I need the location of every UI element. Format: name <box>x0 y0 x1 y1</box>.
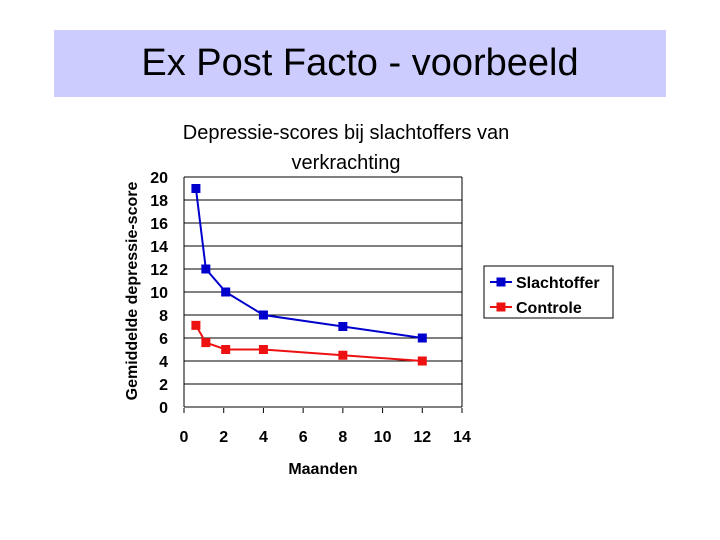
x-tick-label-5: 10 <box>374 429 392 446</box>
y-axis-label: Gemiddelde depressie-score <box>124 182 141 401</box>
y-tick-label-8: 16 <box>150 216 168 233</box>
data-point-controle-1 <box>201 338 211 348</box>
legend-label-slachtoffer: Slachtoffer <box>516 275 600 292</box>
x-tick-label-6: 12 <box>413 429 431 446</box>
data-point-controle-2 <box>221 345 231 354</box>
legend-marker-slachtoffer <box>496 277 506 287</box>
title-band: Ex Post Facto - voorbeeld <box>54 30 666 97</box>
y-tick-label-0: 0 <box>159 400 168 417</box>
chart-title-line-2: verkrachting <box>292 152 401 174</box>
plot-frame <box>183 177 463 408</box>
y-tick-label-2: 4 <box>159 354 168 371</box>
x-tick-label-0: 0 <box>180 429 189 446</box>
data-point-slachtoffer-3 <box>258 310 268 320</box>
x-tick-label-1: 2 <box>219 429 228 446</box>
y-tick-label-7: 14 <box>150 239 168 256</box>
chart-title-line-1: Depressie-scores bij slachtoffers van <box>183 122 509 144</box>
data-point-controle-5 <box>417 356 427 366</box>
grid-lines <box>184 176 462 385</box>
series-line-slachtoffer <box>194 188 423 339</box>
slide-title: Ex Post Facto - voorbeeld <box>141 42 579 84</box>
y-tick-label-3: 6 <box>159 331 168 348</box>
series-line-controle <box>195 324 423 362</box>
data-point-slachtoffer-1 <box>201 264 211 274</box>
data-point-slachtoffer-0 <box>191 184 201 193</box>
x-ticks: 0 2 4 6 8 10 12 14 <box>180 408 471 446</box>
y-tick-label-10: 20 <box>150 170 168 187</box>
x-tick-label-7: 14 <box>453 429 471 446</box>
y-tick-label-5: 10 <box>150 285 168 302</box>
series-layer <box>191 184 427 366</box>
data-point-controle-0 <box>191 320 201 330</box>
legend-marker-controle <box>496 302 506 312</box>
y-ticks: 0 2 4 6 8 10 12 14 16 18 20 <box>150 170 168 417</box>
x-tick-label-3: 6 <box>299 429 308 446</box>
x-tick-label-2: 4 <box>259 429 268 446</box>
data-point-slachtoffer-2 <box>221 287 231 297</box>
data-point-slachtoffer-5 <box>417 333 427 343</box>
y-tick-label-9: 18 <box>150 193 168 210</box>
data-point-slachtoffer-4 <box>338 322 348 331</box>
y-tick-label-4: 8 <box>159 308 168 325</box>
legend-label-controle: Controle <box>516 300 582 317</box>
x-axis-label: Maanden <box>288 461 357 478</box>
legend: Slachtoffer Controle <box>483 265 614 319</box>
data-point-controle-3 <box>258 345 268 354</box>
data-point-controle-4 <box>338 350 348 360</box>
y-tick-label-6: 12 <box>150 262 168 279</box>
x-tick-label-4: 8 <box>338 429 347 446</box>
y-tick-label-1: 2 <box>159 377 168 394</box>
